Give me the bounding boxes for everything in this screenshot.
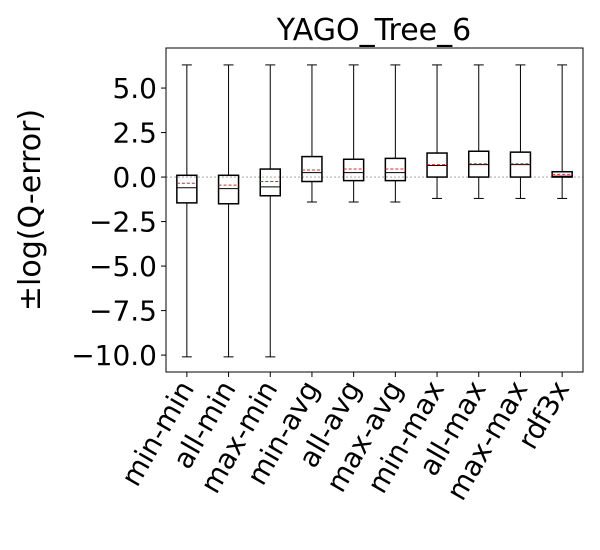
y-tick-label: −2.5	[89, 206, 157, 239]
plot-frame	[165, 47, 584, 373]
y-tick-label: −7.5	[89, 295, 157, 328]
iqr-box	[259, 168, 281, 197]
box-max-avg	[384, 64, 407, 203]
y-tick-label: −5.0	[89, 250, 157, 283]
y-tick-label: −10.0	[71, 339, 157, 372]
box-max-max	[509, 64, 532, 199]
box-rdf3x	[551, 64, 573, 199]
y-tick-label: 0.0	[112, 161, 157, 194]
chart-title: YAGO_Tree_6	[276, 13, 471, 48]
iqr-box	[342, 158, 365, 182]
x-axis: min-minall-minmax-minmin-avgall-avgmax-a…	[114, 372, 576, 506]
box-max-min	[259, 64, 281, 358]
iqr-box	[176, 174, 198, 204]
y-axis: −10.0 −7.5 −5.0 −2.5 0.0 2.5 5.0	[71, 72, 166, 372]
box-all-max	[468, 64, 490, 199]
iqr-box	[217, 174, 240, 205]
boxes-layer	[176, 64, 573, 358]
y-tick-label: 2.5	[112, 117, 157, 150]
box-min-min	[176, 64, 198, 358]
iqr-box	[301, 155, 323, 183]
box-min-max	[426, 64, 448, 199]
box-all-avg	[342, 64, 365, 203]
y-tick-label: 5.0	[112, 72, 157, 105]
box-min-avg	[301, 64, 323, 203]
y-axis-label: ±log(Q-error)	[13, 109, 48, 311]
box-all-min	[217, 64, 240, 358]
